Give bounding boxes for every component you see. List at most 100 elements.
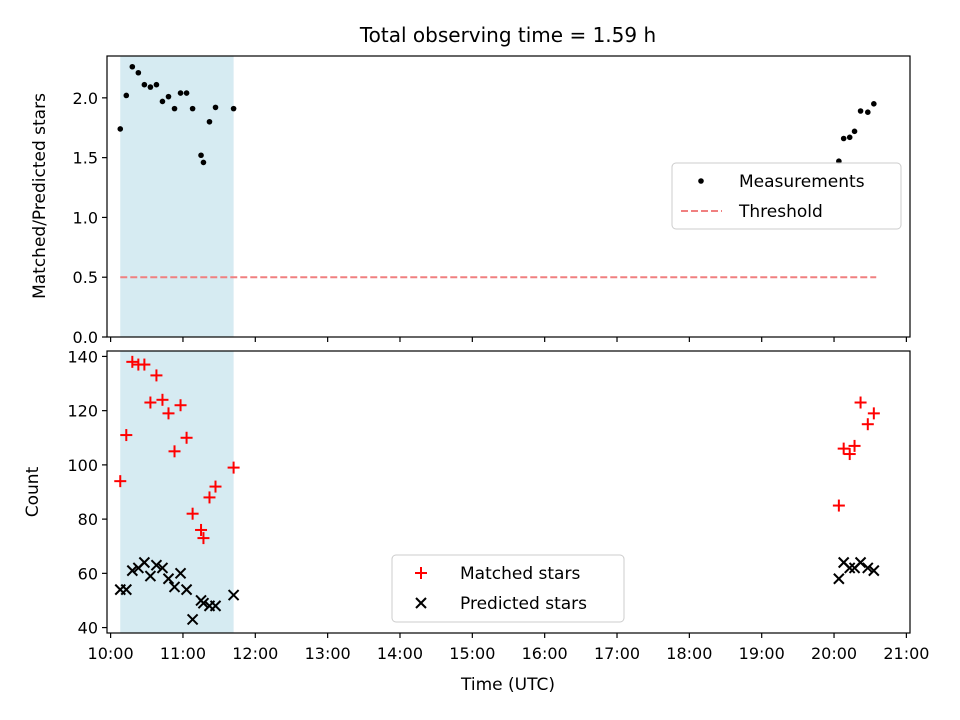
matched-star-marker [854,396,867,409]
predicted-star-markers [114,556,880,626]
y-tick-label: 140 [67,347,98,366]
y-tick-label: 1.5 [73,149,98,168]
predicted-star-marker [854,556,867,569]
y-tick-label: 120 [67,402,98,421]
matched-star-marker [120,429,133,442]
matched-star-marker [138,358,151,371]
matched-star-marker [186,507,199,520]
matched-star-marker [126,355,139,368]
x-tick-label: 14:00 [377,644,423,663]
predicted-star-marker [138,556,151,569]
matched-star-markers [114,355,880,545]
matched-star-marker [180,431,193,444]
measurement-points [117,63,877,166]
predicted-star-marker [197,597,210,609]
count-legend-box [391,554,625,623]
ratio-panel-frame [106,55,911,338]
figure-title: Total observing time = 1.59 h [359,23,656,47]
measurement-point [141,81,148,88]
measurement-point [871,101,877,107]
predicted-star-marker [844,562,856,574]
x-axis-label: Time (UTC) [460,675,555,695]
x-tick-label: 12:00 [232,644,278,663]
y-tick-label: 80 [78,510,98,529]
matched-star-marker [209,480,222,493]
measurement-point [171,105,178,112]
count-x-ticks: 10:00 11:00 12:00 13:00 14:00 15:00 16:00 17:00… [88,633,929,663]
ratio-legend-box [671,162,902,230]
measurement-point [117,126,124,132]
legend-predicted-stars: Predicted stars [460,594,587,614]
x-tick-label: 13:00 [305,644,351,663]
predicted-star-marker [186,613,199,626]
count-y-label: Count [23,466,43,517]
matched-star-marker [162,407,175,420]
measurement-point [212,104,219,111]
ratio-panel: 0.00.51.01.52.0 Matched/Predicted stars … [30,55,911,347]
count-panel-frame [106,350,911,634]
ratio-y-label: Matched/Predicted stars [30,93,50,299]
predicted-star-marker [180,583,193,596]
y-tick-label: 1.0 [73,208,98,227]
observing-span-top [120,56,234,337]
y-tick-label: 0.5 [73,268,98,287]
y-tick-label: 60 [78,564,98,583]
predicted-star-marker [126,564,139,577]
measurement-point [159,98,166,105]
ratio-legend: Measurements Threshold [671,162,902,230]
y-tick-label: 2.0 [73,89,98,108]
measurement-point [183,90,190,96]
measurement-point [206,118,213,125]
measurement-point [153,81,160,88]
measurement-legend-marker [698,178,704,184]
matched-star-marker [174,399,187,412]
x-tick-label: 11:00 [160,644,206,663]
predicted-star-marker [162,573,175,585]
matched-star-marker [848,439,861,452]
ratio-x-ticks [110,337,907,342]
measurement-point [147,84,154,90]
y-tick-label: 100 [67,456,98,475]
measurement-point [846,134,853,141]
legend-threshold: Threshold [738,202,823,222]
predicted-star-marker [120,583,132,596]
count-panel: 40 60 80 100 120 140 10:00 11:00 12:00 13:00 14:0… [23,347,929,663]
ratio-y-ticks: 0.0 0.5 1.0 1.5 2.0 [73,89,107,347]
measurement-point [200,159,207,166]
predicted-star-marker [144,570,157,582]
matched-star-marker [195,523,208,536]
x-tick-label: 17:00 [594,644,640,663]
predicted-star-marker [150,559,163,571]
measurement-point [129,63,136,70]
matched-star-marker [203,491,216,504]
matched-star-marker [150,369,163,382]
matched-star-marker [832,499,845,512]
x-tick-label: 21:00 [883,644,929,663]
predicted-star-marker [168,581,181,593]
matched-star-marker [197,532,210,545]
x-tick-label: 20:00 [811,644,857,663]
measurement-point [198,152,204,159]
matched-star-marker [144,396,157,409]
measurement-point [857,108,864,114]
measurement-point [189,105,196,112]
x-tick-label: 18:00 [666,644,712,663]
predicted-star-marker [156,562,169,574]
predicted-star-marker [227,589,240,601]
matched-star-marker [867,407,880,420]
measurement-point [840,135,847,142]
measurement-point [165,93,172,100]
matched-star-marker [156,393,169,406]
matched-star-marker [114,475,127,488]
legend-matched-stars: Matched stars [460,564,580,584]
y-tick-label: 40 [78,619,98,638]
matched-star-marker [861,418,874,431]
matched-star-marker [837,442,850,455]
measurement-point [177,90,184,96]
predicted-star-marker [862,562,874,574]
measurement-point [865,109,871,115]
count-y-ticks: 40 60 80 100 120 140 [67,347,107,638]
measurement-point [851,128,858,135]
predicted-star-marker [174,567,187,580]
